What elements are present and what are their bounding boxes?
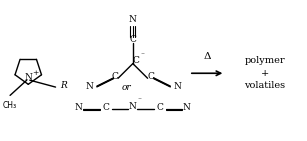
- Text: ⁻: ⁻: [141, 52, 145, 60]
- Text: N: N: [183, 103, 191, 112]
- Text: C: C: [130, 35, 136, 44]
- Text: N: N: [75, 103, 83, 112]
- Text: C: C: [112, 72, 119, 81]
- Text: C: C: [102, 103, 109, 112]
- Text: or: or: [122, 83, 132, 92]
- Text: N: N: [129, 15, 137, 24]
- Text: C: C: [157, 103, 164, 112]
- Text: N: N: [174, 82, 182, 91]
- Text: C: C: [148, 72, 155, 81]
- Text: Δ: Δ: [203, 52, 211, 61]
- Text: R: R: [60, 81, 67, 90]
- Text: CH₃: CH₃: [3, 101, 17, 110]
- Text: +: +: [32, 69, 38, 77]
- Text: polymer
+
volatiles: polymer + volatiles: [244, 56, 285, 90]
- Text: ⁻: ⁻: [138, 98, 142, 106]
- Text: C: C: [132, 56, 139, 65]
- Text: N: N: [24, 73, 32, 82]
- Text: N: N: [129, 102, 137, 111]
- Text: N: N: [85, 82, 93, 91]
